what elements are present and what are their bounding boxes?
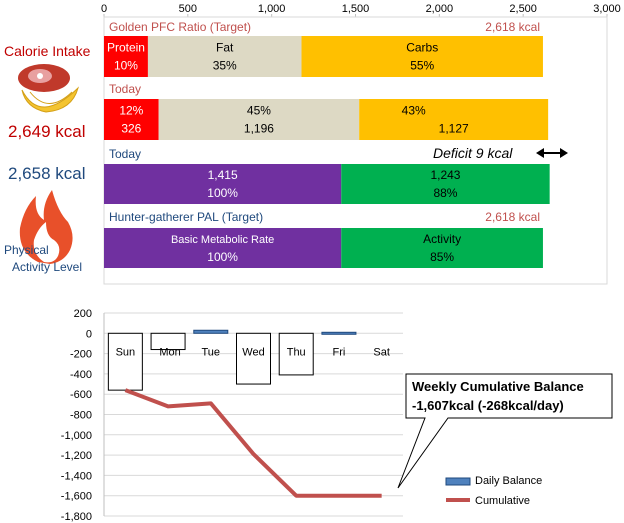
row-label-target-pfc: Golden PFC Ratio (Target) — [109, 20, 251, 34]
stack-segment-label: 10% — [114, 59, 138, 73]
daily-balance-bar — [236, 332, 271, 385]
physical-label: Physical — [4, 243, 49, 257]
day-label: Mon — [159, 346, 180, 358]
stack-segment-label: Protein — [107, 41, 145, 55]
row-label-today-burn: Today — [109, 147, 141, 161]
stack-segment-label: 1,243 — [430, 168, 460, 182]
stack-segment — [341, 228, 543, 268]
top-axis-tick-label: 2,500 — [509, 3, 537, 15]
stack-segment-label: 45% — [247, 104, 271, 118]
row-label-today-intake: Today — [109, 82, 141, 96]
stack-segment-label: 1,415 — [208, 168, 238, 182]
y-tick-label: 0 — [86, 328, 92, 340]
double-arrow-icon — [536, 148, 568, 158]
top-axis-tick-label: 0 — [101, 3, 107, 15]
activity-level-label: Activity Level — [12, 260, 82, 274]
y-tick-label: -600 — [70, 389, 92, 401]
burn-kcal-value: 2,658 kcal — [8, 164, 86, 183]
stack-segment-label: Activity — [423, 232, 461, 246]
top-axis-tick-label: 2,000 — [426, 3, 454, 15]
stack-segment-label: 43% — [402, 104, 426, 118]
day-label: Tue — [202, 346, 221, 358]
legend-daily-balance-swatch — [445, 477, 471, 486]
daily-balance-bar — [321, 331, 357, 335]
stack-segment — [158, 99, 360, 140]
stack-segment — [359, 99, 549, 140]
stack-segment — [301, 36, 543, 77]
y-tick-label: -1,800 — [61, 511, 92, 523]
day-label: Thu — [287, 346, 306, 358]
y-tick-label: -1,400 — [61, 470, 92, 482]
row-label-target-pal: Hunter-gatherer PAL (Target) — [109, 210, 263, 224]
stack-segment-label: Basic Metabolic Rate — [171, 234, 274, 246]
meat-banana-icon — [18, 64, 79, 113]
daily-balance-bar — [278, 332, 314, 376]
y-tick-label: -800 — [70, 410, 92, 422]
callout-line-1: Weekly Cumulative Balance — [412, 379, 584, 394]
deficit-label: Deficit 9 kcal — [433, 145, 513, 161]
legend-daily-balance: Daily Balance — [475, 475, 542, 487]
cumulative-line — [124, 388, 382, 498]
y-tick-label: -1,200 — [61, 450, 92, 462]
stack-segment — [104, 99, 159, 140]
daily-balance-bar — [150, 332, 186, 351]
stack-segment-label: 35% — [213, 59, 237, 73]
top-axis-tick-label: 1,000 — [258, 3, 286, 15]
stack-segment-label: 12% — [119, 104, 143, 118]
top-axis-tick-label: 500 — [179, 3, 197, 15]
top-axis-tick-label: 3,000 — [593, 3, 621, 15]
calorie-intake-label: Calorie Intake — [4, 43, 91, 59]
weekly-balance-chart: 200 0 -200 -400 -600 -800 -1,000 -1,200 -1,400 -1… — [61, 308, 403, 523]
y-tick-label: -400 — [70, 369, 92, 381]
stack-segment-label: 1,127 — [439, 122, 469, 136]
stack-segment-label: 1,196 — [244, 122, 274, 136]
day-label: Sun — [116, 346, 136, 358]
callout-line-2: -1,607kcal (-268kcal/day) — [412, 398, 564, 413]
y-tick-label: 200 — [74, 308, 92, 320]
daily-balance-bar — [193, 329, 229, 334]
top-axis-tick-label: 1,500 — [342, 3, 370, 15]
day-label: Wed — [242, 346, 264, 358]
stack-segment-label: 85% — [430, 250, 454, 264]
row-label-target-pfc-kcal: 2,618 kcal — [485, 20, 540, 34]
stack-segment-label: 100% — [207, 186, 238, 200]
y-tick-label: -200 — [70, 349, 92, 361]
stack-segment-label: 326 — [121, 122, 141, 136]
y-tick-label: -1,600 — [61, 491, 92, 503]
legend-cumulative: Cumulative — [475, 495, 530, 507]
flame-icon — [19, 190, 73, 264]
day-label: Fri — [333, 346, 346, 358]
stack-segment-label: Carbs — [406, 41, 438, 55]
stack-segment-label: 100% — [207, 250, 238, 264]
stack-segment-label: 88% — [433, 186, 457, 200]
stack-segment — [104, 36, 148, 77]
weekly-callout: Weekly Cumulative Balance -1,607kcal (-2… — [397, 373, 613, 489]
day-label: Sat — [373, 346, 390, 358]
intake-kcal-value: 2,649 kcal — [8, 122, 86, 141]
stack-segment-label: 55% — [410, 59, 434, 73]
stack-segment — [341, 164, 550, 204]
stack-segment — [104, 228, 342, 268]
stacked-bars: Protein 10% Fat 35% Carbs 55% 12% 326 45% 1,196 43… — [104, 36, 550, 268]
stack-segment — [104, 164, 342, 204]
daily-balance-bar — [107, 332, 143, 391]
y-tick-label: -1,000 — [61, 430, 92, 442]
top-axis: 0 500 1,000 1,500 2,000 2,500 3,000 — [101, 3, 621, 17]
legend: Daily Balance Cumulative — [445, 475, 542, 507]
stack-segment — [147, 36, 302, 77]
top-panel-frame — [103, 16, 608, 285]
stack-segment-label: Fat — [216, 41, 234, 55]
row-label-target-pal-kcal: 2,618 kcal — [485, 210, 540, 224]
